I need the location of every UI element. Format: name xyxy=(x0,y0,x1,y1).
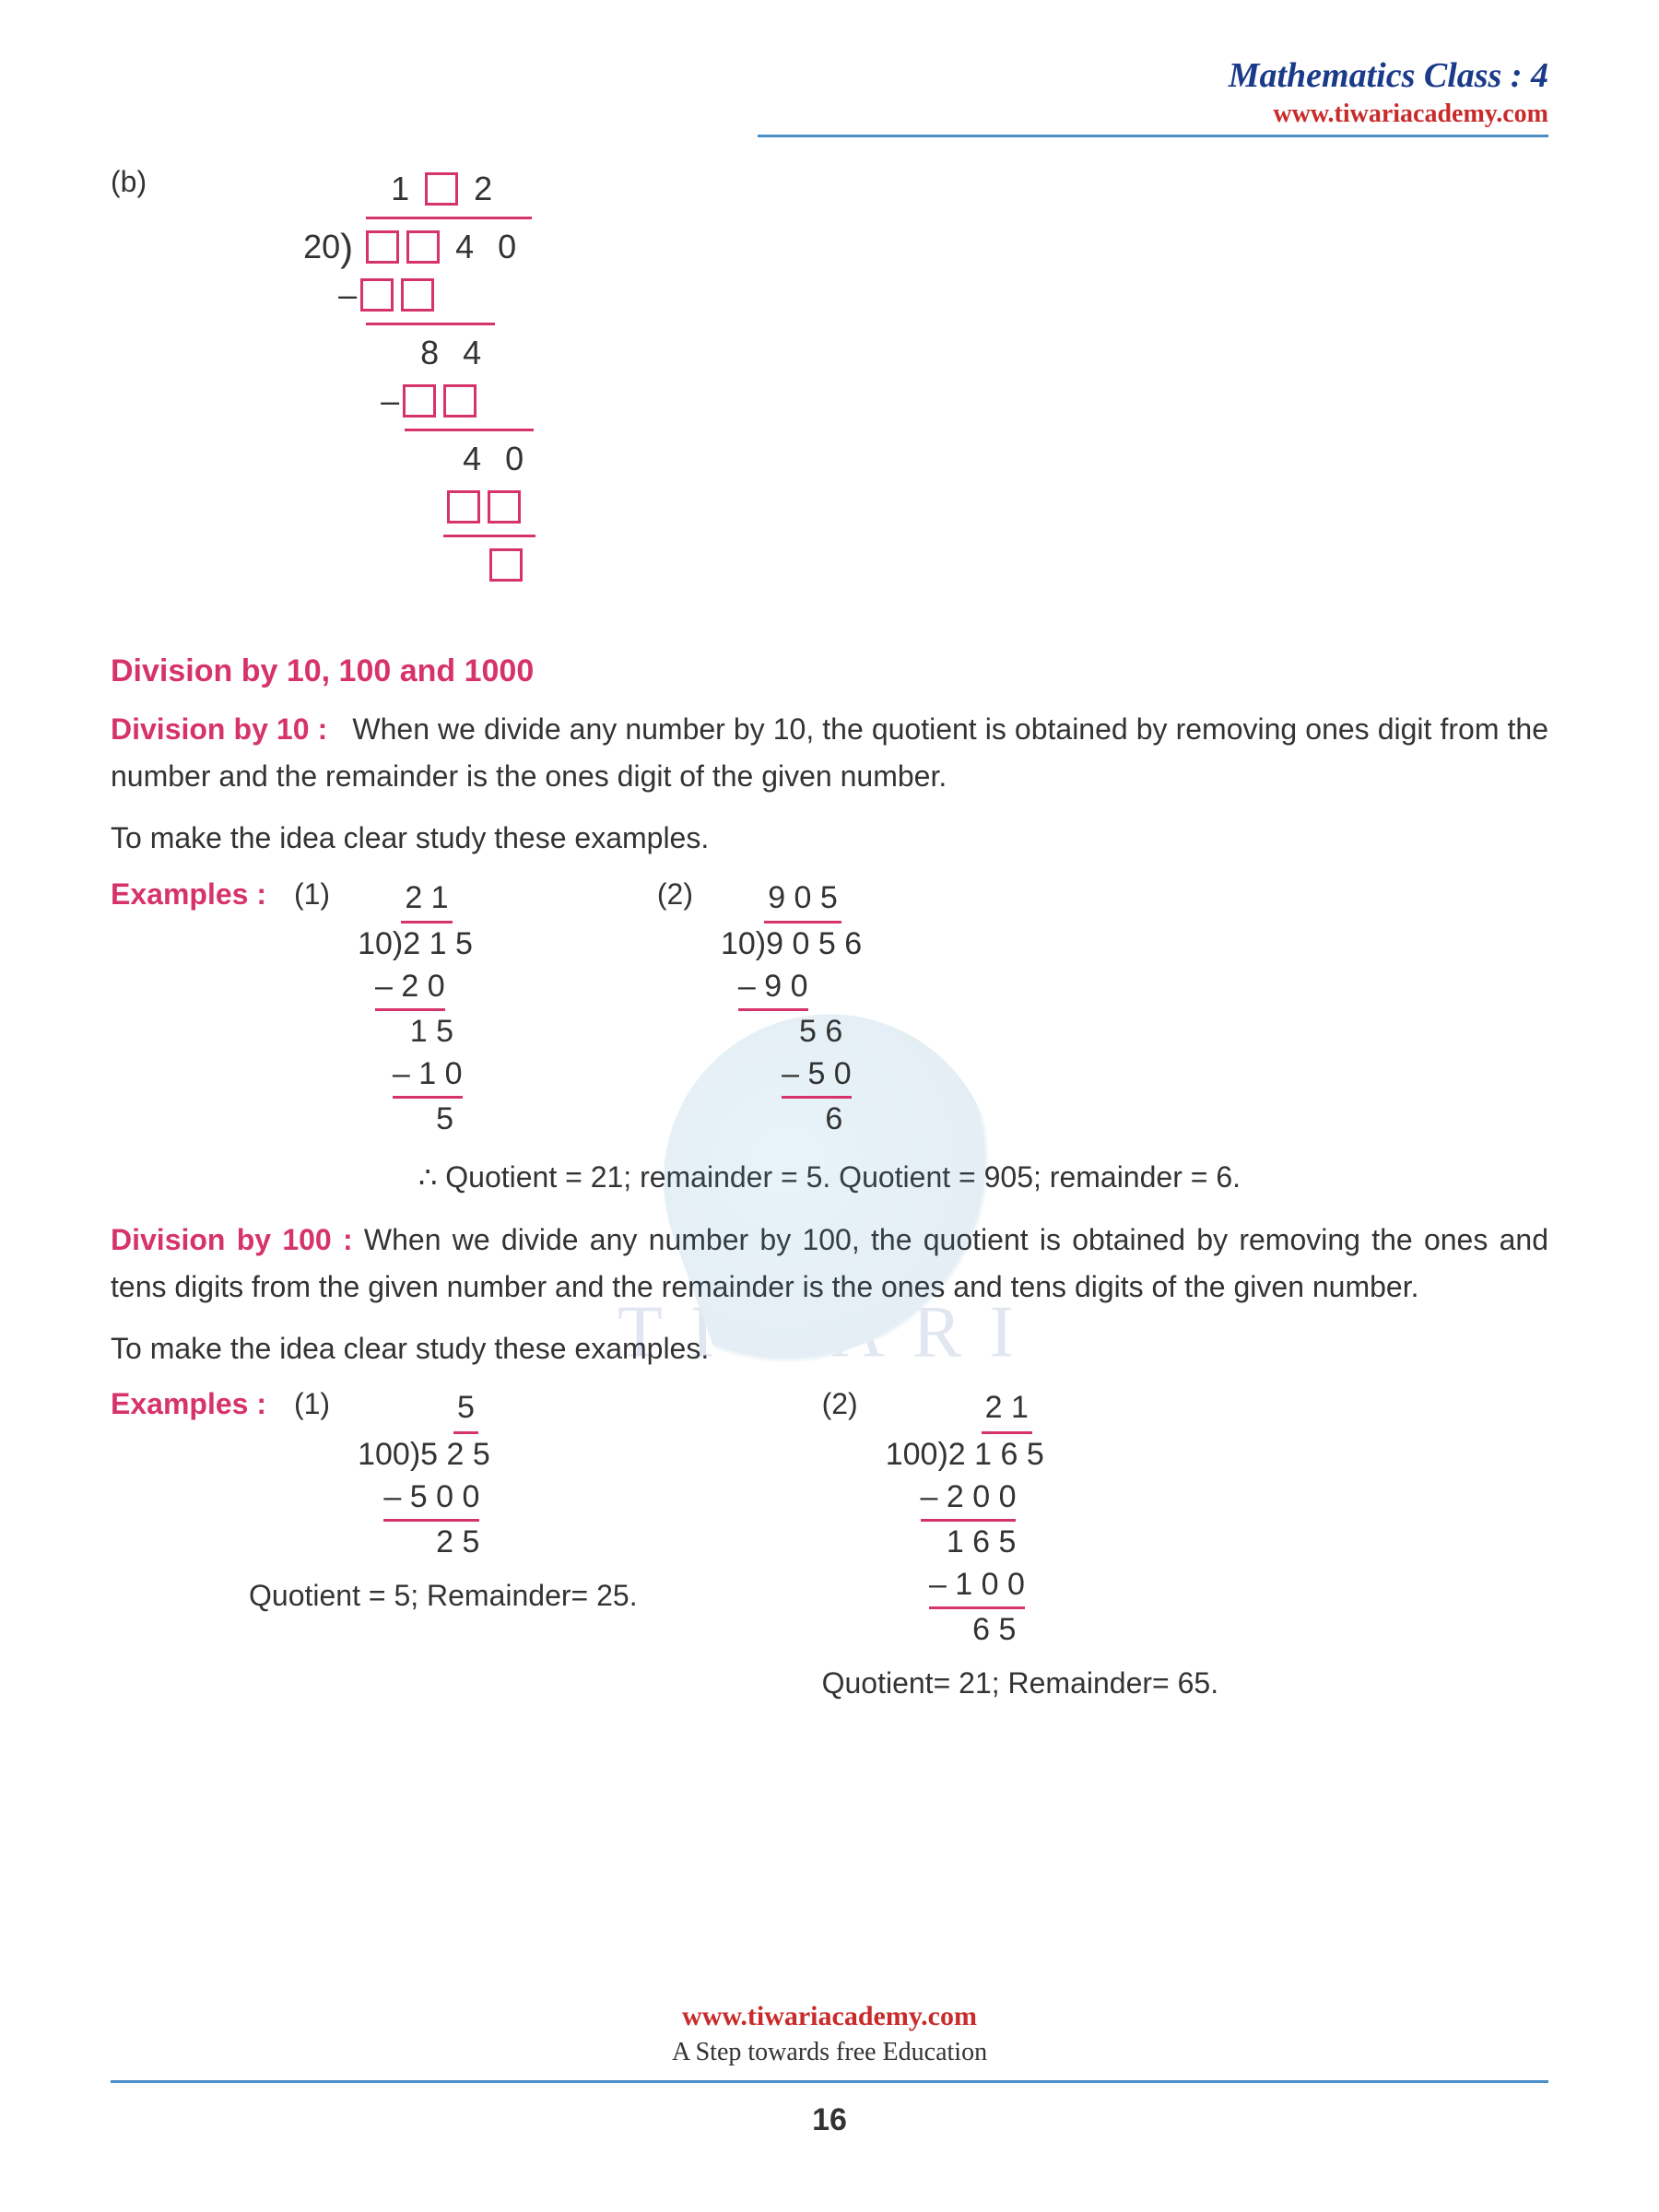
quotient: 2 1 xyxy=(401,877,452,924)
longdiv-100-2: 2 1 100)2 1 6 5 – 2 0 0 1 6 5 – 1 0 0 6 … xyxy=(886,1387,1044,1651)
blank-box xyxy=(406,230,440,264)
div100-study: To make the idea clear study these examp… xyxy=(111,1325,1548,1372)
div10-label: Division by 10 : xyxy=(111,712,327,746)
header-title: Mathematics Class : 4 xyxy=(111,55,1548,96)
longdiv-10-2: 9 0 5 10)9 0 5 6 – 9 0 5 6 – 5 0 6 xyxy=(721,877,862,1141)
step-digit: 0 xyxy=(493,434,535,484)
step-digit: 4 xyxy=(451,434,493,484)
page-footer: www.tiwariacademy.com A Step towards fre… xyxy=(111,2001,1548,2083)
header-link: www.tiwariacademy.com xyxy=(111,100,1548,129)
divisor: 10 xyxy=(358,924,393,966)
ex1-num: (1) xyxy=(294,1387,330,1421)
examples-label: Examples : xyxy=(111,1387,266,1421)
step: – 1 0 0 xyxy=(929,1564,1025,1609)
quotient-digit: 2 xyxy=(462,164,504,214)
quotient: 5 xyxy=(453,1387,478,1434)
quotient: 9 0 5 xyxy=(764,877,841,924)
divisor: 100 xyxy=(358,1434,410,1477)
page-number: 16 xyxy=(812,2102,847,2138)
dividend: 2 1 6 5 xyxy=(948,1437,1044,1472)
dividend-digit: 4 xyxy=(443,222,486,272)
footer-tagline: A Step towards free Education xyxy=(111,2038,1548,2067)
footer-rule xyxy=(111,2080,1548,2083)
blank-box xyxy=(360,278,394,312)
divisor: 20 xyxy=(294,222,340,272)
blank-box xyxy=(366,230,399,264)
divisor: 100 xyxy=(886,1434,938,1477)
div10-paragraph: Division by 10 : When we divide any numb… xyxy=(111,706,1548,800)
blank-box xyxy=(425,172,458,206)
minus-sign: – xyxy=(381,376,399,426)
ex1-num: (1) xyxy=(294,877,330,912)
longdiv-10-1: 2 1 10)2 1 5 – 2 0 1 5 – 1 0 5 xyxy=(358,877,473,1141)
division-problem-b: 1 2 20 ) 4 0 – 8 4 – xyxy=(294,165,626,589)
div100-examples: Examples : (1) 5 100)5 2 5 – 5 0 0 2 5 Q… xyxy=(111,1387,1548,1722)
step: 1 6 5 xyxy=(947,1524,1017,1559)
dividend-digit: 0 xyxy=(486,222,528,272)
ex2-num: (2) xyxy=(657,877,693,912)
section-title: Division by 10, 100 and 1000 xyxy=(111,653,1548,689)
div10-examples: Examples : (1) 2 1 10)2 1 5 – 2 0 1 5 – … xyxy=(111,877,1548,1141)
divisor: 10 xyxy=(721,924,756,966)
step: – 5 0 xyxy=(782,1053,852,1099)
step: – 5 0 0 xyxy=(383,1477,479,1522)
div10-result: ∴ Quotient = 21; remainder = 5. Quotient… xyxy=(111,1159,1548,1194)
blank-box xyxy=(401,278,434,312)
blank-box xyxy=(443,384,477,418)
dividend: 9 0 5 6 xyxy=(766,926,862,961)
minus-sign: – xyxy=(338,270,357,320)
step: – 1 0 xyxy=(393,1053,463,1099)
remainder: 2 5 xyxy=(436,1524,479,1559)
ex2-num: (2) xyxy=(822,1387,858,1421)
ex1-result: Quotient = 5; Remainder= 25. xyxy=(249,1579,638,1613)
step: – 2 0 xyxy=(375,966,445,1011)
footer-link: www.tiwariacademy.com xyxy=(111,2001,1548,2032)
blank-box xyxy=(403,384,436,418)
step-digit: 8 xyxy=(408,328,451,378)
remainder: 6 5 xyxy=(972,1612,1016,1647)
page-header: Mathematics Class : 4 www.tiwariacademy.… xyxy=(111,55,1548,137)
blank-box xyxy=(489,548,523,582)
div10-study: To make the idea clear study these examp… xyxy=(111,815,1548,862)
step: – 9 0 xyxy=(738,966,808,1011)
step: 1 5 xyxy=(410,1014,453,1049)
dividend: 5 2 5 xyxy=(420,1437,490,1472)
dividend: 2 1 5 xyxy=(403,926,473,961)
step: – 2 0 0 xyxy=(921,1477,1017,1522)
part-b-label: (b) xyxy=(111,165,147,199)
header-rule xyxy=(758,135,1548,137)
examples-label: Examples : xyxy=(111,877,266,912)
ex2-result: Quotient= 21; Remainder= 65. xyxy=(822,1666,1219,1700)
div100-label: Division by 100 : xyxy=(111,1223,353,1256)
blank-box xyxy=(447,490,480,524)
remainder: 5 xyxy=(436,1101,453,1136)
div100-paragraph: Division by 100 : When we divide any num… xyxy=(111,1217,1548,1311)
blank-box xyxy=(488,490,521,524)
quotient: 2 1 xyxy=(982,1387,1032,1434)
step-digit: 4 xyxy=(451,328,493,378)
remainder: 6 xyxy=(825,1101,842,1136)
quotient-digit: 1 xyxy=(379,164,421,214)
step: 5 6 xyxy=(799,1014,842,1049)
longdiv-100-1: 5 100)5 2 5 – 5 0 0 2 5 xyxy=(358,1387,490,1564)
